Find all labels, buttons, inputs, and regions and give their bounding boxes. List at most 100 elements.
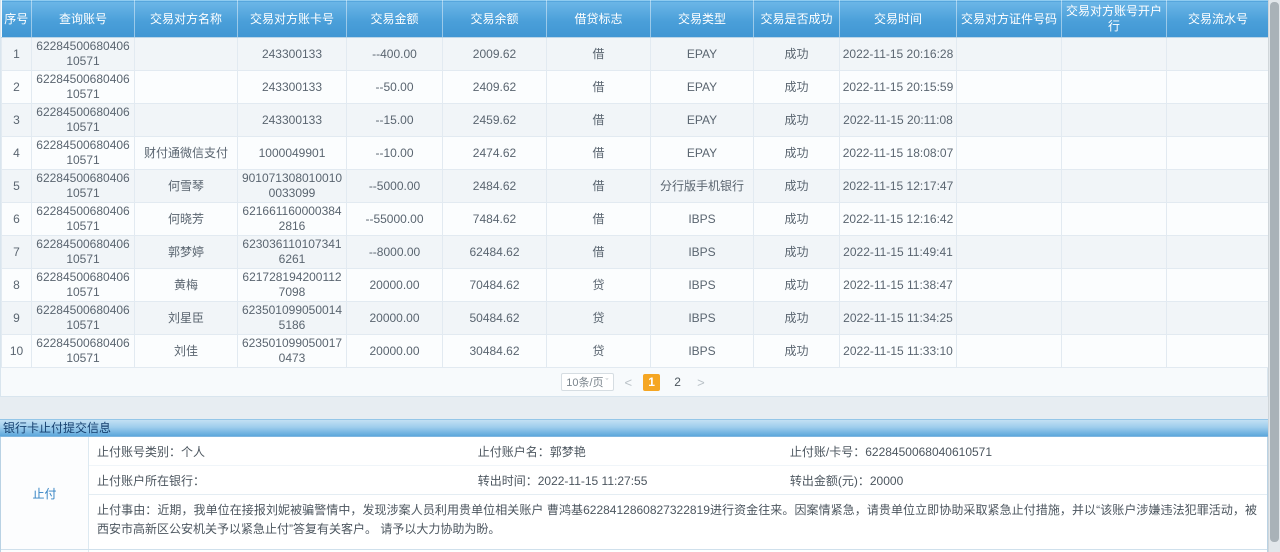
table-cell: 6228450068040610571 — [31, 202, 135, 236]
table-cell — [956, 301, 1062, 335]
table-row: 7 6228450068040610571 郭梦婷 62303611010734162… — [1, 235, 1270, 269]
table-cell: 1000049901 — [237, 136, 347, 170]
table-cell: 6228450068040610571 — [31, 169, 135, 203]
table-cell: 2009.62 — [442, 37, 547, 71]
table-cell: 2 — [1, 70, 32, 104]
table-cell: 借 — [546, 136, 651, 170]
table-cell — [956, 103, 1062, 137]
column-header: 交易时间 — [839, 0, 957, 38]
field-stop-account-bank: 止付账户所在银行： — [97, 474, 206, 488]
next-page-button[interactable]: > — [697, 374, 705, 390]
column-header: 交易对方名称 — [134, 0, 238, 38]
stop-payment-group-content: 止付账号类别：个人 止付账户名：郭梦艳 止付账/卡号：6228450068040… — [89, 437, 1267, 549]
chevron-down-icon: ˇ — [605, 377, 609, 387]
table-cell: 借 — [546, 37, 651, 71]
table-cell — [1061, 70, 1167, 104]
table-cell: 成功 — [753, 235, 840, 269]
table-cell: 2474.62 — [442, 136, 547, 170]
table-cell: --55000.00 — [346, 202, 443, 236]
table-cell: 8 — [1, 268, 32, 302]
table-cell: --10.00 — [346, 136, 443, 170]
table-cell: 6228450068040610571 — [31, 334, 135, 368]
table-cell: 借 — [546, 70, 651, 104]
table-cell — [1166, 70, 1270, 104]
table-cell — [134, 37, 238, 71]
table-cell: 成功 — [753, 301, 840, 335]
page-size-value: 10条/页 — [566, 377, 604, 389]
table-cell: 2022-11-15 12:17:47 — [839, 169, 957, 203]
table-cell: 6230361101073416261 — [237, 235, 347, 269]
handler-group-label: 经办信息 — [1, 550, 89, 552]
page-button-1[interactable]: 1 — [643, 373, 661, 391]
table-cell: 6228450068040610571 — [31, 268, 135, 302]
table-cell: 6 — [1, 202, 32, 236]
scrollbar[interactable] — [1268, 0, 1280, 552]
column-header: 交易对方账卡号 — [237, 0, 347, 38]
table-cell — [1061, 37, 1167, 71]
table-cell — [1061, 334, 1167, 368]
table-cell — [1166, 37, 1270, 71]
table-cell: 成功 — [753, 103, 840, 137]
table-cell: 6228450068040610571 — [31, 235, 135, 269]
column-header: 交易对方账号开户行 — [1061, 0, 1167, 38]
table-row: 10 6228450068040610571 刘佳 62350109905001704… — [1, 334, 1270, 368]
table-cell — [956, 136, 1062, 170]
table-cell — [1061, 136, 1167, 170]
table-cell: 成功 — [753, 70, 840, 104]
table-cell: 2022-11-15 11:34:25 — [839, 301, 957, 335]
page-size-select[interactable]: 10条/页 ˇ — [561, 373, 614, 391]
field-stop-card-number: 止付账/卡号：6228450068040610571 — [789, 445, 993, 459]
table-cell: 6216611600003842816 — [237, 202, 347, 236]
table-row: 8 6228450068040610571 黄梅 621728194200112709… — [1, 268, 1270, 302]
stop-payment-info-box: 止付 止付账号类别：个人 止付账户名：郭梦艳 止付账/卡号：6228450068… — [0, 437, 1268, 552]
stop-payment-group: 止付 止付账号类别：个人 止付账户名：郭梦艳 止付账/卡号：6228450068… — [1, 437, 1267, 550]
table-cell: 20000.00 — [346, 268, 443, 302]
table-row: 1 6228450068040610571 243300133 --400.00 200… — [1, 37, 1270, 71]
table-cell: EPAY — [650, 103, 754, 137]
table-cell: 2022-11-15 12:16:42 — [839, 202, 957, 236]
table-cell: 成功 — [753, 169, 840, 203]
table-cell: IBPS — [650, 334, 754, 368]
table-cell: 刘佳 — [134, 334, 238, 368]
column-header: 交易流水号 — [1166, 0, 1270, 38]
table-cell: 成功 — [753, 202, 840, 236]
table-cell: 20000.00 — [346, 334, 443, 368]
table-cell — [1166, 169, 1270, 203]
field-transfer-time: 转出时间：2022-11-15 11:27:55 — [477, 474, 648, 488]
table-cell: 62484.62 — [442, 235, 547, 269]
table-cell: 20000.00 — [346, 301, 443, 335]
table-cell: 3 — [1, 103, 32, 137]
table-cell: 2022-11-15 11:33:10 — [839, 334, 957, 368]
table-cell: 何晓芳 — [134, 202, 238, 236]
scrollbar-thumb[interactable] — [1270, 2, 1279, 542]
table-cell: 6228450068040610571 — [31, 70, 135, 104]
table-cell: --50.00 — [346, 70, 443, 104]
table-cell: 4 — [1, 136, 32, 170]
table-row: 9 6228450068040610571 刘星臣 62350109905001451… — [1, 301, 1270, 335]
table-cell: 243300133 — [237, 37, 347, 71]
table-cell: 财付通微信支付 — [134, 136, 238, 170]
page-button-2[interactable]: 2 — [674, 374, 681, 389]
transaction-table: 序号 查询账号 交易对方名称 交易对方账卡号 交易金额 交易余额 借贷标志 交易类型 交易是否成… — [1, 0, 1270, 368]
table-cell: 借 — [546, 169, 651, 203]
table-cell: EPAY — [650, 70, 754, 104]
table-cell: 6228450068040610571 — [31, 301, 135, 335]
prev-page-button[interactable]: < — [624, 374, 633, 390]
table-cell: 分行版手机银行 — [650, 169, 754, 203]
table-cell — [1166, 334, 1270, 368]
table-row: 2 6228450068040610571 243300133 --50.00 2409… — [1, 70, 1270, 104]
table-cell: 6217281942001127098 — [237, 268, 347, 302]
column-header: 交易对方证件号码 — [956, 0, 1062, 38]
table-cell: 郭梦婷 — [134, 235, 238, 269]
table-cell: 借 — [546, 103, 651, 137]
table-cell: 借 — [546, 202, 651, 236]
table-cell: 黄梅 — [134, 268, 238, 302]
table-cell: --8000.00 — [346, 235, 443, 269]
column-header: 序号 — [1, 0, 32, 38]
table-cell — [1061, 235, 1167, 269]
table-cell: IBPS — [650, 268, 754, 302]
table-cell: 何雪琴 — [134, 169, 238, 203]
column-header: 查询账号 — [31, 0, 135, 38]
table-cell: 贷 — [546, 268, 651, 302]
